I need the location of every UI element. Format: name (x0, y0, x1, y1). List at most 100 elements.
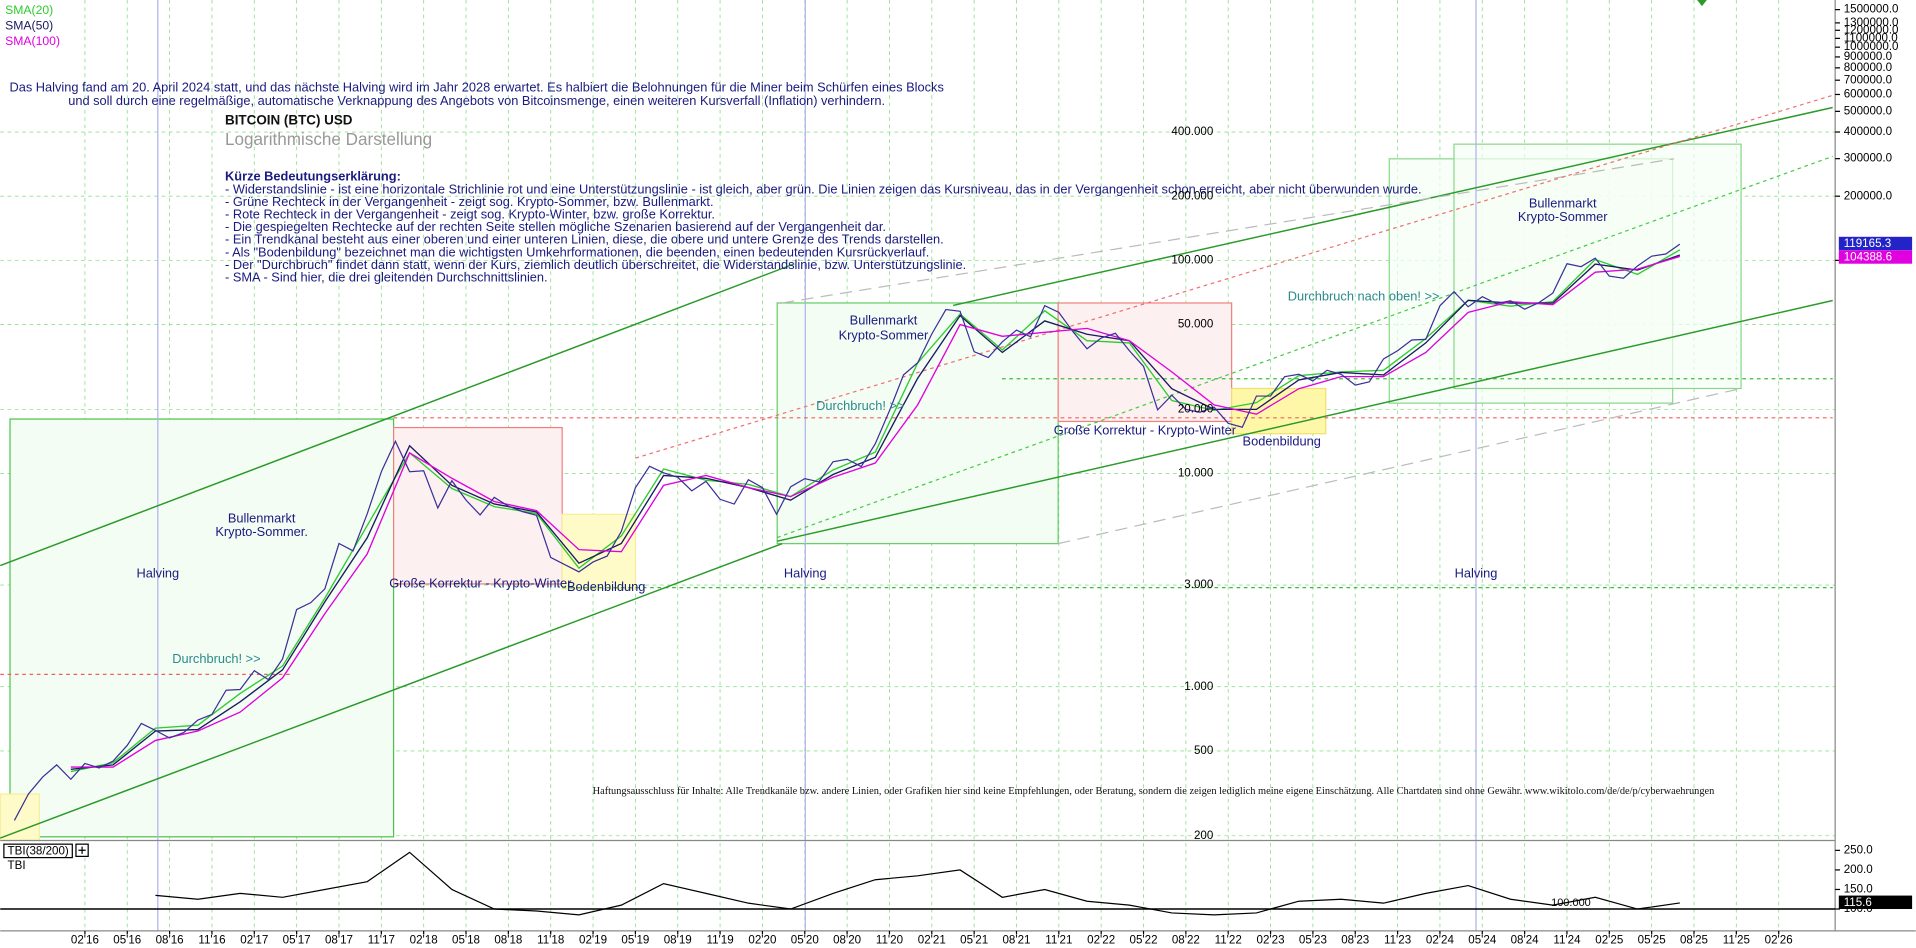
x-tick-label: 08'17 (325, 934, 353, 947)
explanation: - Widerstandslinie - ist eine horizontal… (225, 181, 1422, 284)
y-tick-label: 600000.0 (1844, 88, 1892, 101)
price-level-label: 100.000 (1171, 253, 1213, 266)
annotation: Bullenmarkt (850, 313, 918, 328)
y-tick-label: 1200000.0 (1844, 23, 1899, 36)
x-tick-label: 11'21 (1045, 934, 1072, 947)
x-tick-label: 11'25 (1723, 934, 1750, 947)
x-tick-label: 11'23 (1384, 934, 1411, 947)
x-tick-label: 05'21 (960, 934, 988, 947)
series-line (155, 851, 1680, 916)
explanation-line: - Als "Bodenbildung" bezeichnet man die … (225, 244, 929, 259)
y-tick-label: 900000.0 (1844, 50, 1892, 63)
price-level-label: 20.000 (1178, 402, 1213, 415)
x-tick-label: 08'20 (833, 934, 861, 947)
value-label: 119165.3 (1844, 237, 1891, 250)
trend-line (0, 542, 783, 839)
annotation: Bodenbildung (567, 579, 645, 594)
annotation: Durchbruch! >> (172, 651, 260, 666)
plus-icon (78, 846, 86, 854)
y-tick-label: 1000000.0 (1844, 40, 1899, 53)
x-tick-label: 11'22 (1215, 934, 1242, 947)
marker (1697, 0, 1707, 7)
value-box (1838, 895, 1913, 910)
annotation: Bullenmarkt (1529, 195, 1597, 210)
legend-entry: SMA(20) (5, 3, 53, 17)
chart-subtitle: Logarithmische Darstellung (225, 130, 432, 149)
bottom-box (561, 513, 637, 590)
y-tick-label: 1500000.0 (1844, 3, 1899, 16)
x-tick-label: 02'16 (71, 934, 99, 947)
explanation-line: - Grüne Rechteck in der Vergangenheit - … (225, 194, 714, 209)
series-line (70, 255, 1681, 768)
explanation-line: - Widerstandslinie - ist eine horizontal… (225, 181, 1422, 196)
x-tick-label: 11'19 (707, 934, 734, 947)
y-tick-label: 500000.0 (1844, 104, 1892, 117)
annotation: Halving (1455, 566, 1498, 581)
x-tick-label: 02'22 (1087, 934, 1115, 947)
x-tick-label: 11'16 (198, 934, 225, 947)
annotation: Krypto-Sommer. (215, 524, 308, 539)
x-tick-label: 05'22 (1130, 934, 1158, 947)
bear-box (392, 426, 563, 585)
x-tick-label: 11'24 (1553, 934, 1581, 947)
annotation: Krypto-Sommer (1518, 209, 1608, 224)
x-tick-label: 08'23 (1341, 934, 1369, 947)
y-tick-label: 200000.0 (1844, 189, 1892, 202)
price-level-label: 400.000 (1171, 125, 1213, 138)
indicator-label: TBI (8, 859, 26, 872)
explanation-line: - Der "Durchbruch" findet dann statt, we… (225, 257, 966, 272)
annotation: Halving (784, 566, 827, 581)
x-tick-label: 05'19 (621, 934, 649, 947)
x-tick-label: 02'20 (748, 934, 776, 947)
note: Das Halving fand am 20. April 2024 statt… (9, 79, 943, 94)
x-tick-label: 05'18 (452, 934, 480, 947)
y2-tick-label: 150.0 (1844, 883, 1873, 896)
price-level-label: 500 (1194, 744, 1213, 757)
channel-line (781, 158, 1674, 304)
x-tick-label: 11'17 (368, 934, 395, 947)
y-tick-label: 700000.0 (1844, 73, 1892, 86)
bull-box (776, 302, 1059, 545)
note: und soll durch eine regelmäßige, automat… (68, 93, 885, 108)
explanation-line: - Die gespiegelten Rechtecke auf der rec… (225, 219, 886, 234)
annotation: Große Korrektur - Krypto-Winter (1054, 423, 1237, 438)
legend-entry: SMA(100) (5, 34, 60, 48)
bull-box (1453, 143, 1742, 390)
x-tick-label: 02'23 (1257, 934, 1285, 947)
y-tick-label: 1100000.0 (1844, 31, 1898, 44)
y-tick-label: 800000.0 (1844, 61, 1892, 74)
value-label: 115.6 (1844, 896, 1872, 909)
annotation: Krypto-Sommer (839, 327, 929, 342)
x-tick-label: 08'22 (1172, 934, 1200, 947)
annotation: Durchbruch! >> (816, 398, 904, 413)
explanation-heading: Kürze Bedeutungserklärung: (225, 169, 401, 184)
x-tick-label: 02'21 (918, 934, 946, 947)
annotation: Halving (136, 566, 179, 581)
trend-line (0, 263, 795, 567)
series-layer (0, 243, 1836, 916)
explanation-line: - Ein Trendkanal besteht aus einer obere… (225, 232, 944, 247)
explanation-line: - Rote Rechteck in der Vergangenheit - z… (225, 207, 715, 222)
x-tick-label: 02'26 (1765, 934, 1793, 947)
price-level-label: 200.000 (1171, 189, 1213, 202)
x-tick-label: 05'16 (113, 934, 141, 947)
price-level-label: 50.000 (1178, 318, 1213, 331)
x-tick-label: 11'18 (537, 934, 564, 947)
x-tick-label: 05'25 (1638, 934, 1666, 947)
channel-line (635, 94, 1833, 459)
x-tick-label: 02'25 (1595, 934, 1623, 947)
x-tick-label: 08'19 (664, 934, 692, 947)
indicator-name: TBI(38/200) (8, 845, 69, 858)
x-tick-label: 08'18 (494, 934, 522, 947)
price-level-label: 1.000 (1184, 680, 1213, 693)
legend-entry: SMA(50) (5, 18, 53, 32)
explanation-line: - SMA - Sind hier, die drei gleitenden D… (225, 269, 548, 284)
trend-line (952, 106, 1833, 307)
x-tick-label: 11'20 (876, 934, 903, 947)
annotation: Bullenmarkt (228, 511, 296, 526)
annotation: Bodenbildung (1243, 434, 1321, 449)
price-level-label: 3.000 (1184, 578, 1213, 591)
